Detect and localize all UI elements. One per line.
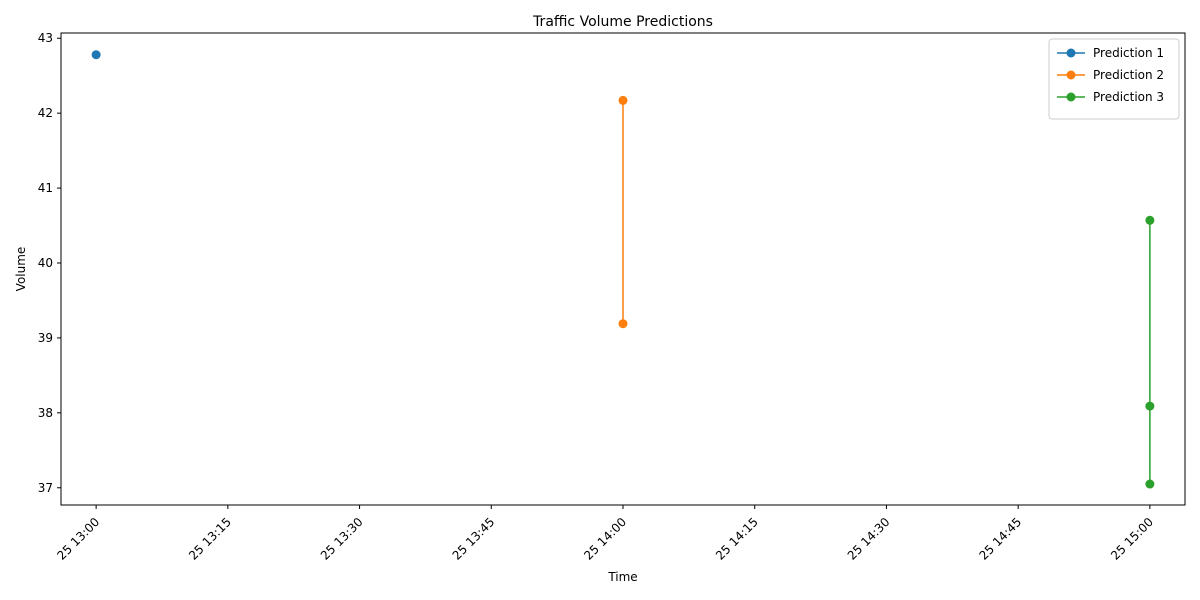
- data-point: [1145, 401, 1155, 411]
- y-axis: 37 38 39 40 41 42 43: [38, 31, 61, 495]
- plot-area: [91, 50, 1155, 489]
- y-tick-label: 39: [38, 331, 53, 345]
- legend-marker: [1066, 92, 1076, 102]
- legend-box: [1048, 38, 1180, 120]
- legend-marker: [1066, 70, 1076, 80]
- y-tick-label: 43: [38, 31, 53, 45]
- data-point: [1145, 215, 1155, 225]
- legend-label: Prediction 2: [1093, 68, 1164, 82]
- y-tick-label: 37: [38, 481, 53, 495]
- legend-item: Prediction 1: [1057, 46, 1164, 60]
- legend-label: Prediction 3: [1093, 90, 1164, 104]
- legend-item: Prediction 3: [1057, 90, 1164, 104]
- series-3: [1145, 215, 1155, 489]
- series-1: [91, 50, 101, 60]
- series-2: [618, 95, 628, 329]
- y-tick-label: 38: [38, 406, 53, 420]
- data-point: [1145, 479, 1155, 489]
- y-tick-label: 42: [38, 106, 53, 120]
- chart-title: Traffic Volume Predictions: [532, 14, 713, 30]
- data-point: [91, 50, 101, 60]
- x-axis-label: Time: [607, 570, 637, 584]
- y-tick-label: 40: [38, 256, 53, 270]
- data-point: [618, 319, 628, 329]
- legend-label: Prediction 1: [1093, 46, 1164, 60]
- data-point: [618, 95, 628, 105]
- legend-item: Prediction 2: [1057, 68, 1164, 82]
- y-tick-label: 41: [38, 181, 53, 195]
- legend: Prediction 1 Prediction 2 Prediction 3: [1048, 38, 1180, 120]
- legend-marker: [1066, 48, 1076, 58]
- y-axis-label: Volume: [14, 247, 28, 292]
